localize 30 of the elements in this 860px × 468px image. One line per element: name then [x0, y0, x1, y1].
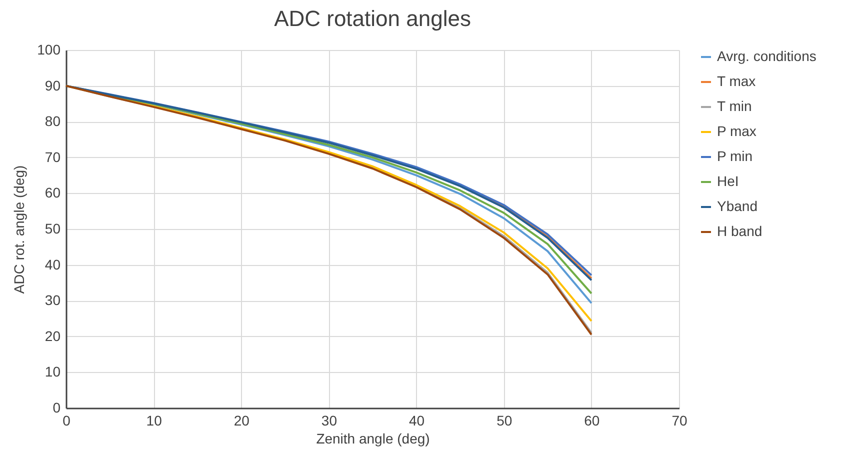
y-tick-label: 90 [44, 77, 61, 94]
y-tick-label: 80 [44, 113, 61, 130]
legend-label: T min [717, 98, 752, 114]
legend-label: Avrg. conditions [717, 48, 816, 64]
legend-label: HeI [717, 173, 739, 189]
x-tick-label: 30 [321, 412, 338, 428]
legend-label: H band [717, 223, 762, 239]
legend-label: T max [717, 73, 756, 89]
chart-title: ADC rotation angles [274, 6, 471, 31]
x-tick-label: 60 [584, 412, 600, 428]
y-tick-label: 0 [52, 400, 61, 416]
y-tick-label: 70 [44, 148, 61, 165]
y-tick-label: 10 [44, 364, 61, 380]
y-tick-label: 40 [44, 256, 61, 272]
y-tick-label: 60 [44, 184, 61, 201]
x-axis-title: Zenith angle (deg) [316, 430, 430, 446]
x-tick-label: 40 [408, 412, 425, 428]
legend-label: Yband [717, 198, 758, 214]
legend-label: P min [717, 148, 753, 164]
y-axis-title: ADC rot. angle (deg) [11, 165, 28, 294]
y-tick-label: 20 [44, 328, 61, 344]
x-tick-label: 50 [496, 412, 512, 428]
x-tick-label: 0 [62, 412, 71, 428]
y-tick-label: 50 [44, 220, 61, 236]
x-tick-label: 70 [672, 412, 688, 428]
legend-label: P max [717, 123, 756, 139]
y-tick-label: 100 [37, 42, 61, 58]
y-tick-label: 30 [44, 292, 61, 308]
x-tick-label: 10 [146, 412, 162, 428]
x-tick-label: 20 [234, 412, 250, 428]
